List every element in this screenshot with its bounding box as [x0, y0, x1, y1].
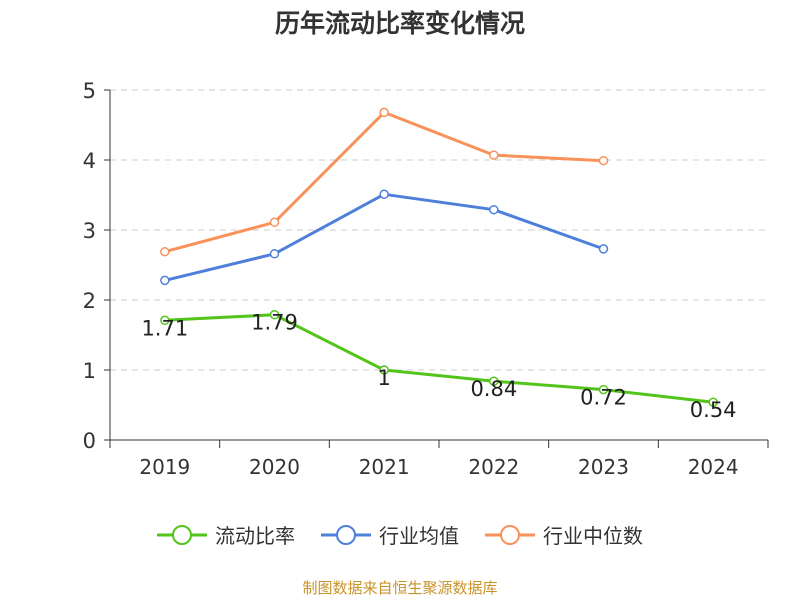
- grid-lines: [110, 89, 768, 371]
- x-tick-label: 2020: [249, 455, 300, 479]
- y-tick-label: 3: [83, 219, 96, 243]
- data-point: [379, 365, 389, 375]
- x-tick-label: 2021: [359, 455, 410, 479]
- y-tick-label: 2: [83, 289, 96, 313]
- data-point: [160, 246, 170, 257]
- data-label: 0.72: [580, 386, 627, 410]
- data-label: 1: [377, 366, 390, 390]
- series-line-2: [164, 110, 604, 254]
- y-tick-label: 0: [83, 429, 96, 453]
- legend: 流动比率 行业均值 行业中位数: [0, 520, 800, 549]
- data-point: [598, 384, 609, 395]
- data-point: [379, 189, 389, 200]
- data-point: [489, 150, 499, 160]
- data-point: [269, 217, 280, 228]
- chart-title: 历年流动比率变化情况: [274, 9, 525, 38]
- x-tick-label: 2024: [688, 455, 739, 479]
- legend-label-industry-median: 行业中位数: [543, 524, 643, 548]
- x-tick-label: 2019: [139, 455, 190, 479]
- series-line-0: [164, 313, 714, 404]
- data-point: [160, 275, 170, 286]
- data-point: [160, 315, 170, 326]
- legend-item-current-ratio[interactable]: 流动比率: [157, 520, 295, 549]
- data-point: [489, 204, 499, 215]
- data-point: [598, 244, 609, 254]
- legend-item-industry-median[interactable]: 行业中位数: [485, 520, 643, 549]
- series: [160, 107, 718, 407]
- legend-label-industry-mean: 行业均值: [379, 524, 459, 548]
- data-label: 0.84: [470, 377, 517, 401]
- data-point: [269, 309, 280, 320]
- legend-label-current-ratio: 流动比率: [215, 524, 295, 548]
- axes: 0 1 2 3 4 5 2019 2020 2021 2022 2023 2024: [83, 79, 769, 479]
- data-point: [708, 397, 718, 407]
- source-note: 制图数据来自恒生聚源数据库: [302, 579, 498, 597]
- legend-marker-industry-median: [485, 524, 535, 545]
- data-point: [269, 249, 280, 259]
- data-point: [598, 155, 609, 166]
- data-label: 1.71: [141, 316, 188, 340]
- series-line-1: [164, 192, 605, 282]
- x-tick-label: 2023: [578, 455, 629, 479]
- legend-marker-current-ratio: [157, 524, 207, 545]
- data-point: [379, 107, 389, 118]
- y-tick-label: 5: [83, 79, 96, 103]
- y-tick-label: 4: [83, 149, 96, 173]
- legend-marker-industry-mean: [321, 524, 371, 545]
- legend-item-industry-mean[interactable]: 行业均值: [321, 520, 459, 549]
- x-tick-label: 2022: [468, 455, 519, 479]
- data-label: 1.79: [251, 311, 298, 335]
- y-tick-label: 1: [83, 359, 96, 383]
- data-labels: 1.71 1.79 1 0.84 0.72 0.54: [141, 311, 736, 423]
- data-label: 0.54: [690, 398, 737, 422]
- data-point: [489, 376, 499, 386]
